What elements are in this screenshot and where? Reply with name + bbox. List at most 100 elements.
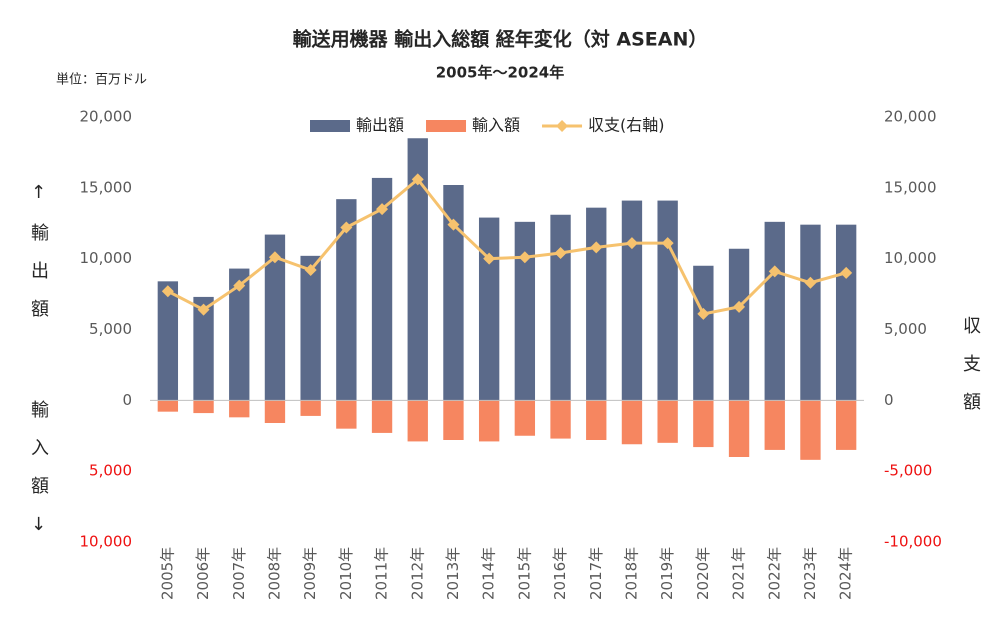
unit-label: 単位：百万ドル: [56, 72, 147, 88]
bar: [693, 400, 714, 448]
marker: [625, 237, 638, 250]
bar: [478, 217, 500, 401]
marker: [447, 218, 460, 231]
bar: [336, 199, 357, 401]
bar: [835, 400, 857, 450]
bar: [229, 400, 250, 418]
marker: [233, 279, 246, 292]
y2-tick-label: 20,000: [884, 108, 937, 126]
bar: [193, 400, 214, 414]
y2-axis-label: 収支額: [960, 316, 981, 430]
marker: [804, 276, 817, 289]
legend-swatch: [556, 120, 569, 132]
x-tick-label: 2011年: [373, 547, 391, 600]
bar: [514, 221, 536, 401]
x-tick-label: 2023年: [801, 547, 819, 600]
bar: [300, 400, 321, 416]
bar: [835, 224, 857, 401]
y-axis-label: 輸入額↓: [28, 400, 49, 555]
y2-tick-label: -10,000: [884, 533, 942, 551]
bar: [657, 400, 678, 443]
x-tick-label: 2013年: [444, 547, 462, 600]
marker: [733, 300, 746, 313]
y-tick-label: 10,000: [80, 533, 133, 551]
marker: [840, 266, 853, 279]
legend-swatch: [310, 120, 350, 132]
bar: [229, 268, 250, 401]
y2-tick-label: 0: [884, 391, 894, 409]
marker: [518, 251, 531, 264]
y-tick-label: 0: [122, 391, 132, 409]
x-tick-label: 2022年: [765, 547, 783, 600]
bar: [514, 400, 536, 436]
bar: [728, 400, 750, 457]
bar: [800, 400, 821, 460]
y-tick-label: 5,000: [89, 320, 132, 338]
y2-tick-label: 5,000: [884, 320, 927, 338]
x-tick-label: 2021年: [730, 547, 748, 600]
x-tick-label: 2006年: [194, 547, 212, 600]
bar: [800, 224, 821, 401]
x-tick-label: 2007年: [230, 547, 248, 600]
bar: [550, 400, 571, 439]
x-tick-label: 2016年: [551, 547, 569, 600]
y2-tick-label: -5,000: [884, 462, 932, 480]
bar: [621, 400, 643, 445]
bar: [264, 400, 286, 423]
x-tick-label: 2019年: [658, 547, 676, 600]
bar: [586, 400, 607, 440]
marker: [590, 241, 603, 254]
x-tick-label: 2012年: [408, 547, 426, 600]
x-tick-label: 2017年: [587, 547, 605, 600]
x-tick-label: 2014年: [480, 547, 498, 600]
x-tick-label: 2008年: [265, 547, 283, 600]
bar: [407, 138, 428, 401]
y-tick-label: 10,000: [80, 249, 133, 267]
bar: [657, 200, 678, 401]
bar: [443, 400, 464, 440]
bar: [157, 400, 179, 412]
y-tick-label: 20,000: [80, 108, 133, 126]
marker: [768, 265, 781, 278]
x-tick-label: 2009年: [301, 547, 319, 600]
bar: [300, 255, 321, 401]
bar: [264, 234, 286, 401]
bar: [621, 200, 643, 401]
legend-swatch: [426, 120, 467, 132]
x-tick-label: 2018年: [622, 547, 640, 600]
bar: [371, 400, 393, 433]
bar: [407, 400, 428, 442]
legend-label: 輸出額: [356, 116, 404, 135]
bar: [371, 177, 393, 401]
chart-title: 輸送用機器 輸出入総額 経年変化（対 ASEAN）: [293, 28, 708, 51]
y2-tick-label: 15,000: [884, 178, 937, 196]
marker: [554, 247, 567, 259]
marker: [411, 173, 424, 186]
marker: [197, 303, 210, 316]
bar: [764, 400, 785, 450]
x-tick-label: 2020年: [694, 547, 712, 600]
y-axis-label: ↑輸出額: [28, 182, 49, 337]
marker: [161, 285, 174, 298]
bar: [336, 400, 357, 429]
y2-tick-label: 10,000: [884, 249, 937, 267]
y-tick-label: 5,000: [89, 462, 132, 480]
x-tick-label: 2015年: [515, 547, 533, 600]
x-tick-label: 2024年: [837, 547, 855, 600]
bar: [157, 281, 179, 401]
bar: [764, 221, 785, 401]
bar: [728, 248, 750, 401]
y-tick-label: 15,000: [80, 178, 133, 196]
marker: [483, 252, 496, 265]
bar: [193, 296, 214, 401]
x-tick-label: 2010年: [337, 547, 355, 600]
bar: [478, 400, 500, 442]
bar: [550, 214, 571, 401]
bar: [586, 207, 607, 401]
marker: [304, 264, 317, 276]
x-tick-label: 2005年: [158, 547, 176, 600]
marker: [268, 251, 281, 264]
marker: [697, 307, 710, 320]
bar: [693, 265, 714, 401]
